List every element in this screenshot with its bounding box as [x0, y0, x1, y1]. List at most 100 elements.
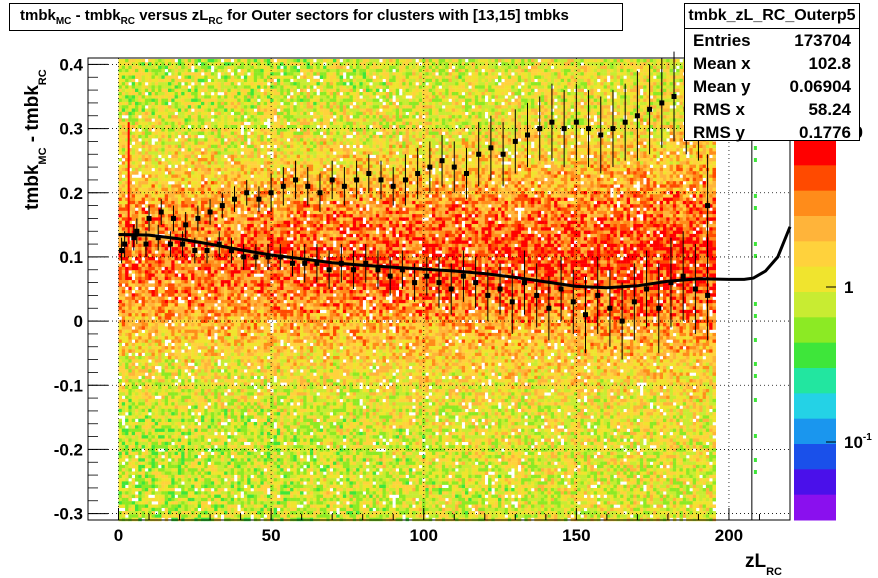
heatmap-cell: [240, 78, 245, 83]
heatmap-cell: [184, 164, 188, 169]
heatmap-cell: [191, 425, 195, 429]
heatmap-cell: [177, 478, 182, 482]
heatmap-cell: [158, 339, 162, 343]
heatmap-cell: [151, 224, 155, 228]
heatmap-cell: [144, 412, 149, 416]
heatmap-cell: [168, 379, 172, 383]
heatmap-cell: [148, 471, 152, 475]
heatmap-cell: [141, 441, 146, 446]
heatmap-cell: [125, 82, 129, 86]
heatmap-cell: [191, 263, 195, 268]
heatmap-cell: [181, 372, 185, 376]
heatmap-cell: [151, 290, 155, 294]
heatmap-cell: [191, 438, 195, 442]
heatmap-cell: [234, 177, 238, 182]
heatmap-cell: [214, 141, 218, 145]
heatmap-cell: [240, 167, 245, 172]
heatmap-cell: [131, 336, 136, 340]
heatmap-cell: [161, 458, 165, 462]
heatmap-cell: [237, 72, 241, 76]
heatmap-cell: [214, 167, 218, 172]
heatmap-cell: [230, 184, 235, 188]
heatmap-cell: [224, 59, 228, 63]
heatmap-cell: [240, 342, 245, 347]
heatmap-cell: [224, 95, 228, 99]
heatmap-cell: [168, 398, 172, 403]
heatmap-cell: [214, 293, 218, 297]
heatmap-cell: [148, 82, 152, 86]
heatmap-cell: [243, 118, 248, 122]
heatmap-cell: [214, 131, 218, 136]
heatmap-cell: [135, 365, 139, 370]
heatmap-cell: [168, 346, 172, 350]
heatmap-cell: [164, 418, 169, 423]
heatmap-cell: [184, 273, 188, 277]
heatmap-cell: [161, 445, 165, 449]
heatmap-cell: [154, 253, 159, 258]
heatmap-cell: [184, 161, 188, 165]
heatmap-cell: [227, 151, 231, 155]
heatmap-cell: [201, 230, 205, 235]
heatmap-cell: [135, 101, 139, 106]
heatmap-cell: [210, 227, 215, 231]
heatmap-cell: [121, 75, 126, 79]
heatmap-cell: [240, 101, 245, 106]
heatmap-cell: [174, 134, 179, 139]
heatmap-cell: [237, 171, 241, 175]
heatmap-cell: [174, 435, 179, 439]
heatmap-cell: [148, 356, 152, 360]
heatmap-cell: [234, 319, 238, 324]
heatmap-cell: [210, 101, 215, 106]
heatmap-cell: [144, 474, 149, 479]
heatmap-cell: [148, 329, 152, 334]
heatmap-cell: [174, 247, 179, 251]
heatmap-cell: [125, 171, 129, 175]
heatmap-cell: [214, 309, 218, 314]
heatmap-cell: [125, 497, 129, 502]
heatmap-cell: [240, 458, 245, 462]
heatmap-cell: [184, 303, 188, 307]
heatmap-cell: [161, 207, 165, 211]
heatmap-cell: [187, 128, 192, 132]
heatmap-cell: [184, 101, 188, 106]
heatmap-cell: [158, 504, 162, 508]
heatmap-cell: [131, 412, 136, 416]
heatmap-cell: [181, 200, 185, 205]
heatmap-cell: [128, 448, 132, 452]
heatmap-cell: [217, 174, 221, 178]
heatmap-cell: [125, 349, 129, 353]
heatmap-cell: [151, 336, 155, 340]
heatmap-cell: [194, 356, 198, 360]
heatmap-cell: [118, 95, 122, 99]
heatmap-cell: [154, 75, 159, 79]
heatmap-cell: [220, 339, 225, 343]
heatmap-cell: [128, 481, 132, 485]
heatmap-cell: [177, 461, 182, 466]
heatmap-cell: [201, 280, 205, 284]
heatmap-cell: [220, 389, 225, 393]
heatmap-cell: [194, 290, 198, 294]
heatmap-cell: [194, 382, 198, 386]
heatmap-cell: [177, 471, 182, 475]
heatmap-cell: [154, 408, 159, 413]
heatmap-cell: [184, 511, 188, 515]
heatmap-cell: [125, 177, 129, 182]
heatmap-cell: [220, 276, 225, 281]
heatmap-cell: [224, 78, 228, 83]
heatmap-cell: [227, 204, 231, 208]
heatmap-cell: [214, 415, 218, 419]
heatmap-cell: [227, 134, 231, 139]
heatmap-cell: [243, 85, 248, 89]
heatmap-cell: [227, 280, 231, 284]
heatmap-cell: [230, 412, 235, 416]
heatmap-cell: [151, 474, 155, 479]
heatmap-cell: [240, 273, 245, 277]
heatmap-cell: [148, 194, 152, 198]
heatmap-cell: [151, 303, 155, 307]
heatmap-cell: [171, 365, 175, 370]
heatmap-cell: [158, 68, 162, 73]
heatmap-cell: [197, 319, 202, 324]
heatmap-cell: [210, 501, 215, 505]
heatmap-cell: [141, 151, 146, 155]
heatmap-cell: [230, 121, 235, 126]
